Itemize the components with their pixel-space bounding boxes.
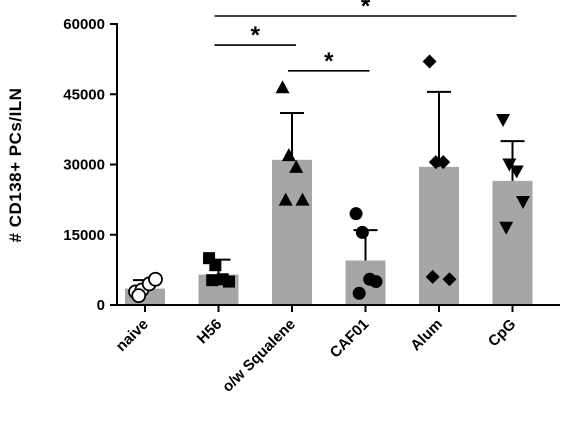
x-tick-label: CpG: [485, 316, 519, 350]
data-point: [509, 165, 524, 179]
significance-star: *: [324, 48, 334, 75]
significance-group: * * *: [214, 0, 517, 75]
data-point: [355, 225, 369, 239]
y-axis-label: # CD138+ PCs/ILN: [6, 88, 25, 243]
data-point: [131, 288, 147, 304]
data-point: [209, 259, 222, 272]
bars-group: [125, 159, 533, 305]
data-point: [223, 275, 235, 288]
data-point: [281, 148, 296, 162]
data-point: [516, 195, 530, 209]
data-point: [289, 159, 304, 173]
y-ticks-group: 0 15000 30000 45000 60000: [63, 16, 117, 314]
x-tick-label: naive: [113, 316, 152, 355]
data-point: [295, 192, 310, 206]
bar: [272, 159, 312, 305]
y-tick-label: 30000: [63, 157, 105, 174]
x-tick-label: Alum: [407, 316, 446, 355]
y-tick-label: 45000: [63, 86, 105, 103]
data-point: [499, 221, 514, 235]
x-tick-label: o/w Squalene: [219, 316, 299, 396]
y-tick-label: 60000: [63, 16, 105, 33]
data-point: [275, 80, 290, 94]
x-tick-label: H56: [194, 316, 225, 347]
significance-star: *: [251, 22, 261, 49]
y-tick-label: 0: [97, 297, 105, 314]
data-point: [369, 275, 383, 289]
data-point: [352, 286, 366, 300]
data-point: [148, 271, 163, 287]
data-point: [502, 158, 517, 172]
bar: [419, 166, 459, 305]
data-point: [349, 207, 363, 221]
significance-star: *: [361, 0, 371, 20]
data-point: [428, 155, 443, 170]
data-point: [422, 54, 437, 69]
data-point: [442, 272, 457, 287]
data-points-group: [128, 54, 530, 304]
error-bars-group: [133, 90, 525, 289]
y-tick-label: 15000: [63, 227, 105, 244]
data-point: [436, 155, 451, 170]
data-point: [278, 192, 293, 206]
x-tick-label: CAF01: [327, 316, 373, 362]
data-point: [496, 114, 511, 128]
data-point: [425, 269, 440, 284]
data-point: [206, 274, 219, 287]
